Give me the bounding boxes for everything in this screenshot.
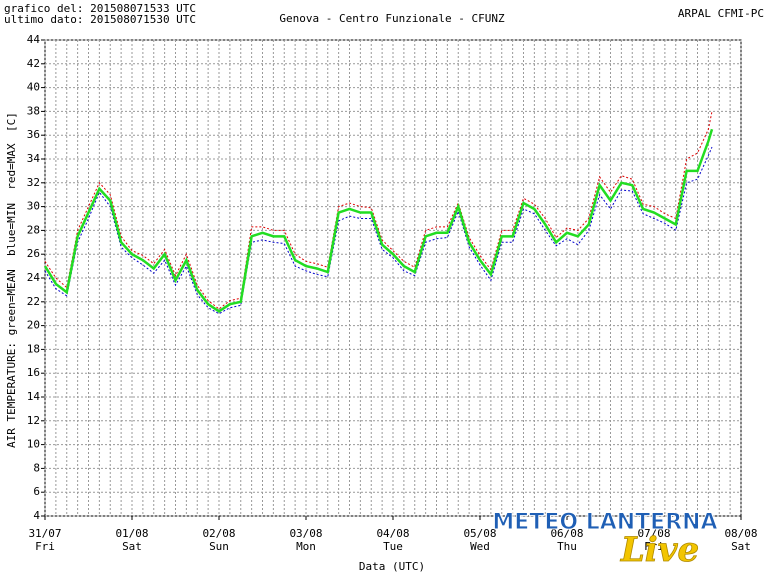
y-unit: [C] [5,112,18,132]
y-tick-label: 42 [27,57,40,70]
series-line [43,128,714,313]
x-tick-label: 08/08 [724,527,757,540]
y-tick-label: 18 [27,342,40,355]
y-tick-label: 10 [27,438,40,451]
y-tick-label: 4 [33,509,40,522]
y-tick-label: 28 [27,223,40,236]
series-line [44,146,713,315]
x-axis-label: Data (UTC) [359,560,425,573]
last-data: ultimo dato: 201508071530 UTC [4,13,196,26]
x-tick-day: Wed [470,540,490,553]
x-tick-day: Sat [731,540,751,553]
x-tick-label: 07/08 [637,527,670,540]
y-tick-label: 26 [27,247,40,260]
x-tick-day: Fri [35,540,55,553]
watermark: METEO LANTERNA [492,510,717,535]
x-tick-label: 01/08 [115,527,148,540]
x-tick-label: 06/08 [550,527,583,540]
x-tick-label: 05/08 [463,527,496,540]
series-line [44,111,713,310]
y-tick-label: 8 [33,461,40,474]
y-tick-label: 12 [27,414,40,427]
y-tick-label: 34 [27,152,41,165]
y-tick-label: 24 [27,271,41,284]
y-tick-label: 14 [27,390,41,403]
x-tick-day: Sun [209,540,229,553]
y-tick-label: 36 [27,128,40,141]
y-tick-label: 40 [27,81,40,94]
x-tick-label: 31/07 [28,527,61,540]
y-tick-label: 32 [27,176,40,189]
y-axis-label: AIR TEMPERATURE: green=MEAN blue=MIN red… [5,143,18,448]
x-tick-label: 02/08 [202,527,235,540]
x-tick-day: Fri [644,540,664,553]
x-tick-day: Mon [296,540,316,553]
y-tick-label: 30 [27,200,40,213]
x-tick-day: Thu [557,540,577,553]
y-tick-label: 44 [27,33,41,46]
x-tick-label: 03/08 [289,527,322,540]
y-tick-label: 16 [27,366,40,379]
chart-title: Genova - Centro Funzionale - CFUNZ [279,12,505,25]
x-tick-day: Tue [383,540,403,553]
y-tick-label: 22 [27,295,40,308]
watermark-sub: Live [620,530,699,570]
y-tick-label: 38 [27,104,40,117]
created: grafico del: 201508071533 UTC [4,2,196,15]
y-tick-label: 6 [33,485,40,498]
source: ARPAL CFMI-PC [678,7,764,20]
y-tick-label: 20 [27,319,40,332]
x-tick-day: Sat [122,540,142,553]
x-tick-label: 04/08 [376,527,409,540]
